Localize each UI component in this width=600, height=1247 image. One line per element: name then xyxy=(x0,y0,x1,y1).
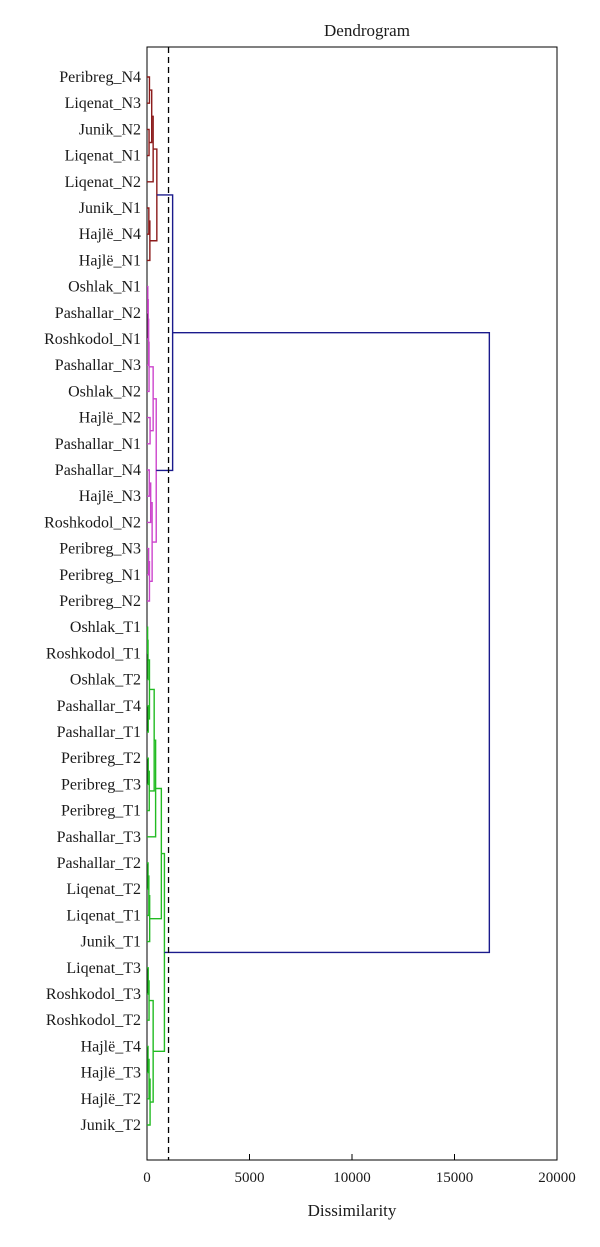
leaf-label: Peribreg_T1 xyxy=(61,803,141,820)
leaf-label: Oshlak_N2 xyxy=(68,383,141,400)
leaf-label: Roshkodol_T2 xyxy=(46,1012,141,1029)
leaf-label: Hajlë_N4 xyxy=(79,226,141,243)
leaf-label: Pashallar_N1 xyxy=(55,436,141,453)
dendrogram-link-39 xyxy=(164,331,491,954)
leaf-label: Roshkodol_T3 xyxy=(46,986,141,1003)
leaf-label: Hajlë_T2 xyxy=(81,1091,141,1108)
leaf-label: Peribreg_N3 xyxy=(59,541,141,558)
leaf-label: Roshkodol_N2 xyxy=(44,514,141,531)
x-tick-label: 10000 xyxy=(333,1170,371,1186)
leaf-label: Pashallar_T2 xyxy=(57,855,141,872)
leaf-label: Peribreg_N2 xyxy=(59,593,141,610)
leaf-label: Hajlë_T3 xyxy=(81,1065,141,1082)
x-tick-label: 15000 xyxy=(436,1170,474,1186)
leaf-label: Pashallar_N3 xyxy=(55,357,141,374)
leaf-labels: Peribreg_N4 Liqenat_N3 Junik_N2 Liqenat_N1 L… xyxy=(44,69,141,1134)
leaf-label: Peribreg_N4 xyxy=(59,69,141,86)
chart-title: Dendrogram xyxy=(324,21,410,40)
leaf-label: Peribreg_T3 xyxy=(61,776,141,793)
leaf-label: Roshkodol_N1 xyxy=(44,331,141,348)
leaf-label: Pashallar_N2 xyxy=(55,305,141,322)
leaf-label: Junik_T2 xyxy=(81,1117,141,1134)
leaf-label: Oshlak_T1 xyxy=(70,619,141,636)
leaf-label: Oshlak_N1 xyxy=(68,279,141,296)
leaf-label: Hajlë_T4 xyxy=(81,1038,141,1055)
leaf-label: Peribreg_N1 xyxy=(59,567,141,584)
leaf-label: Hajlë_N3 xyxy=(79,488,141,505)
leaf-label: Liqenat_T2 xyxy=(66,881,141,898)
leaf-label: Liqenat_N1 xyxy=(65,148,141,165)
leaf-label: Roshkodol_T1 xyxy=(46,645,141,662)
leaf-label: Pashallar_N4 xyxy=(55,462,141,479)
leaf-label: Junik_N2 xyxy=(79,121,141,138)
dendrogram-link-19 xyxy=(156,194,174,472)
plot-frame xyxy=(146,46,558,1161)
leaf-label: Peribreg_T2 xyxy=(61,750,141,767)
dendrogram-links xyxy=(146,76,491,1126)
dendrogram-link-38 xyxy=(153,852,166,1053)
leaf-label: Junik_N1 xyxy=(79,200,141,217)
leaf-label: Liqenat_T3 xyxy=(66,960,141,977)
x-tick-label: 0 xyxy=(143,1170,151,1186)
leaf-label: Pashallar_T3 xyxy=(57,829,141,846)
leaf-label: Pashallar_T1 xyxy=(57,724,141,741)
leaf-label: Oshlak_T2 xyxy=(70,672,141,689)
leaf-label: Junik_T1 xyxy=(81,934,141,951)
leaf-label: Pashallar_T4 xyxy=(57,698,141,715)
leaf-label: Hajlë_N1 xyxy=(79,252,141,269)
leaf-label: Liqenat_N2 xyxy=(65,174,141,191)
leaf-label: Hajlë_N2 xyxy=(79,410,141,427)
x-axis-ticks: 0 5000 10000 15000 20000 xyxy=(143,1154,576,1186)
leaf-label: Liqenat_T1 xyxy=(66,907,141,924)
x-tick-label: 5000 xyxy=(235,1170,265,1186)
x-axis-label: Dissimilarity xyxy=(308,1201,397,1220)
leaf-label: Liqenat_N3 xyxy=(65,95,141,112)
x-tick-label: 20000 xyxy=(538,1170,576,1186)
